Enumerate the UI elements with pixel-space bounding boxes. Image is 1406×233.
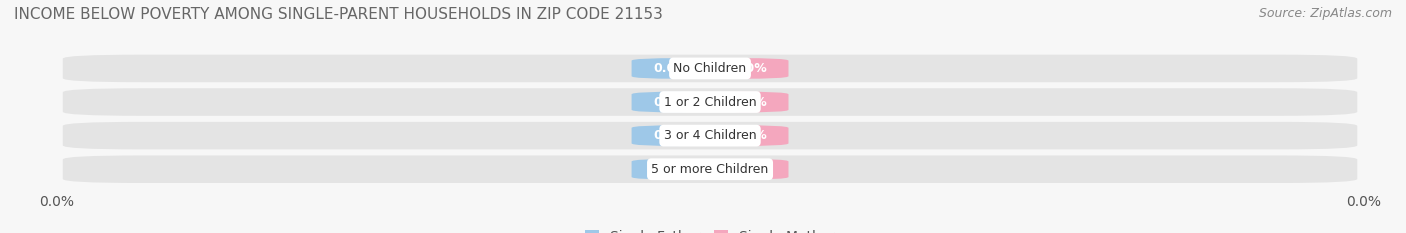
FancyBboxPatch shape xyxy=(631,92,710,113)
FancyBboxPatch shape xyxy=(710,125,789,146)
Text: 0.0%: 0.0% xyxy=(654,62,688,75)
Text: 3 or 4 Children: 3 or 4 Children xyxy=(664,129,756,142)
Text: 0.0%: 0.0% xyxy=(654,163,688,176)
FancyBboxPatch shape xyxy=(631,125,710,146)
Text: No Children: No Children xyxy=(673,62,747,75)
Text: 0.0%: 0.0% xyxy=(733,62,766,75)
FancyBboxPatch shape xyxy=(631,159,710,180)
Text: Source: ZipAtlas.com: Source: ZipAtlas.com xyxy=(1258,7,1392,20)
FancyBboxPatch shape xyxy=(63,88,1357,116)
Text: 0.0%: 0.0% xyxy=(654,96,688,109)
FancyBboxPatch shape xyxy=(631,58,710,79)
FancyBboxPatch shape xyxy=(710,58,789,79)
FancyBboxPatch shape xyxy=(63,155,1357,183)
Text: 0.0%: 0.0% xyxy=(733,129,766,142)
Text: 0.0%: 0.0% xyxy=(733,163,766,176)
Text: 0.0%: 0.0% xyxy=(733,96,766,109)
FancyBboxPatch shape xyxy=(710,159,789,180)
FancyBboxPatch shape xyxy=(710,92,789,113)
Legend: Single Father, Single Mother: Single Father, Single Mother xyxy=(579,224,841,233)
Text: 5 or more Children: 5 or more Children xyxy=(651,163,769,176)
Text: INCOME BELOW POVERTY AMONG SINGLE-PARENT HOUSEHOLDS IN ZIP CODE 21153: INCOME BELOW POVERTY AMONG SINGLE-PARENT… xyxy=(14,7,664,22)
Text: 1 or 2 Children: 1 or 2 Children xyxy=(664,96,756,109)
FancyBboxPatch shape xyxy=(63,55,1357,82)
Text: 0.0%: 0.0% xyxy=(654,129,688,142)
FancyBboxPatch shape xyxy=(63,122,1357,149)
